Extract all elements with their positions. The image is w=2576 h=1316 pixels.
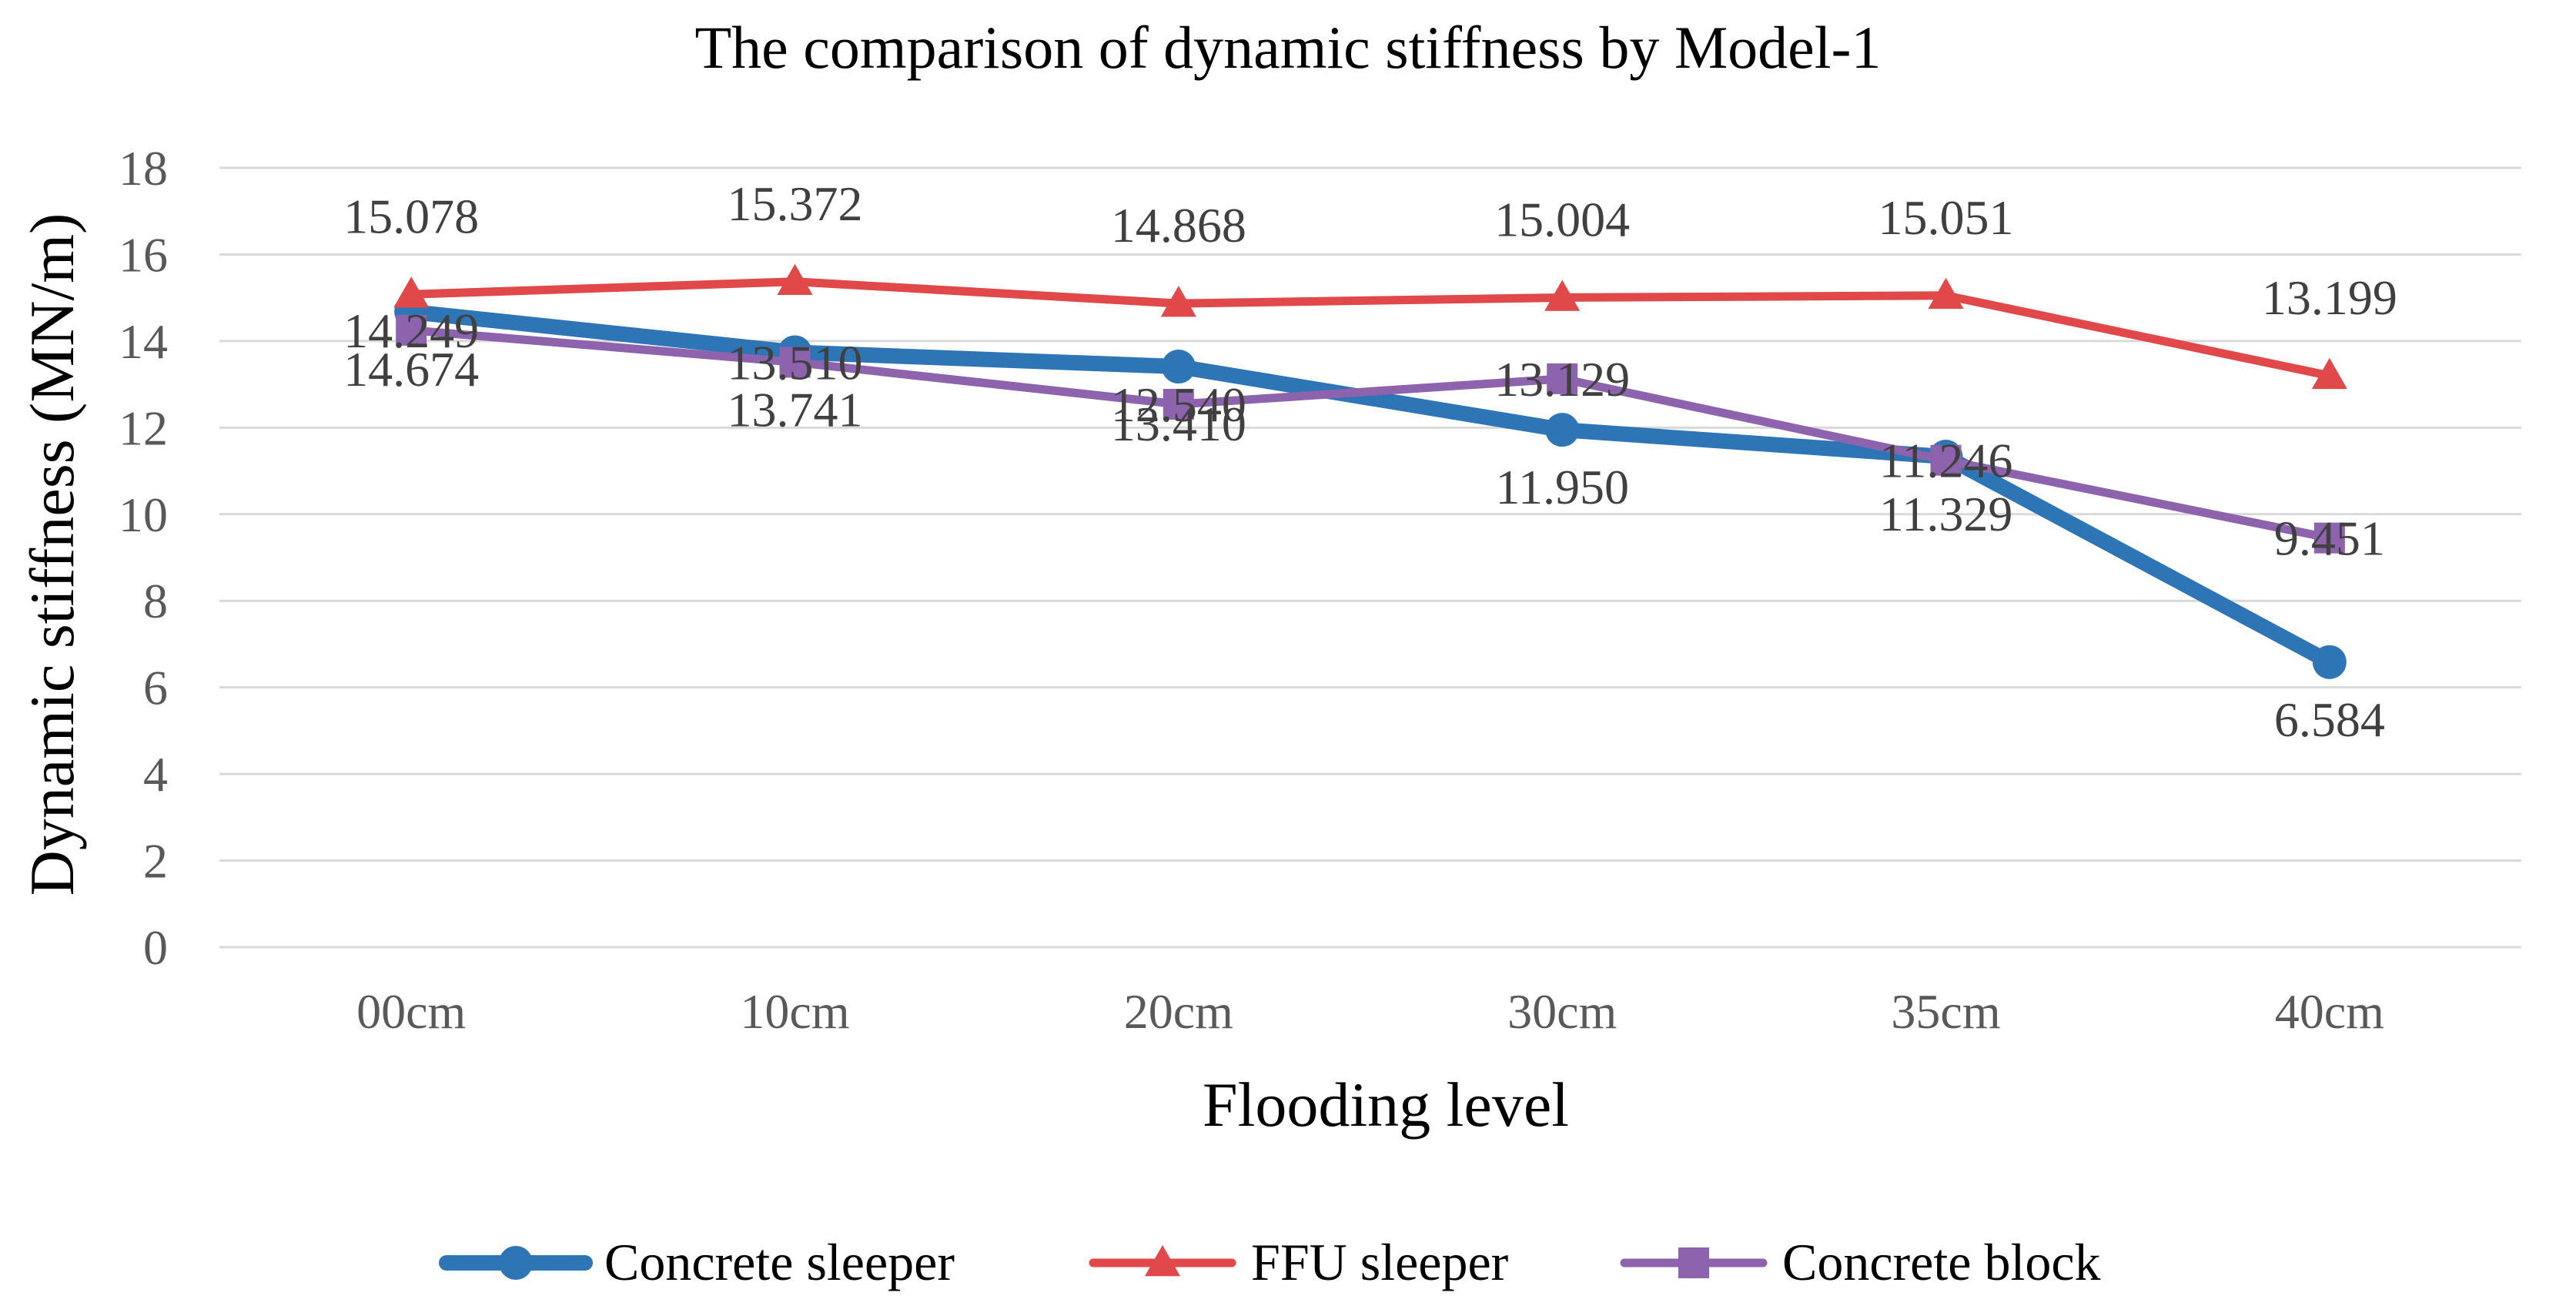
- x-tick-30cm: 30cm: [1507, 984, 1617, 1039]
- point-ffu-sleeper-00cm: [393, 276, 430, 308]
- point-concrete-block-30cm: [1547, 363, 1578, 394]
- y-tick-10: 10: [119, 487, 168, 542]
- y-axis-title: Dynamic stiffness (MN/m): [17, 213, 87, 896]
- y-tick-2: 2: [143, 834, 168, 889]
- y-tick-16: 16: [119, 227, 168, 282]
- data-label-ffu-sleeper-35cm: 15.051: [1878, 190, 2014, 245]
- x-axis-title: Flooding level: [1203, 1070, 1569, 1140]
- legend-item-ffu-sleeper: FFU sleeper: [1089, 1233, 1509, 1291]
- data-label-concrete-sleeper-00cm: 14.674: [343, 342, 479, 397]
- y-tick-8: 8: [143, 574, 168, 628]
- legend-marker-concrete-sleeper: [499, 1246, 533, 1280]
- data-label-concrete-sleeper-40cm: 6.584: [2274, 692, 2385, 747]
- legend-item-concrete-sleeper: Concrete sleeper: [439, 1233, 955, 1291]
- legend-label-ffu-sleeper: FFU sleeper: [1251, 1233, 1509, 1291]
- point-ffu-sleeper-10cm: [777, 263, 813, 296]
- x-tick-40cm: 40cm: [2275, 984, 2384, 1039]
- data-label-ffu-sleeper-40cm: 13.199: [2262, 270, 2397, 325]
- point-ffu-sleeper-30cm: [1544, 280, 1581, 311]
- legend-item-concrete-block: Concrete block: [1620, 1233, 2101, 1291]
- point-concrete-sleeper-30cm: [1545, 413, 1580, 447]
- legend-marker-ffu-sleeper: [1145, 1245, 1180, 1277]
- data-label-ffu-sleeper-00cm: 15.078: [343, 189, 479, 243]
- point-concrete-block-35cm: [1930, 444, 1962, 476]
- data-label-concrete-sleeper-30cm: 11.950: [1495, 460, 1629, 514]
- point-ffu-sleeper-40cm: [2311, 357, 2347, 390]
- data-label-ffu-sleeper-30cm: 15.004: [1494, 192, 1630, 246]
- data-label-concrete-block-00cm: 14.249: [343, 303, 479, 358]
- point-concrete-block-10cm: [779, 347, 811, 378]
- data-labels: 14.674 13.741 13.410 11.950 11.329 6.584 15.07…: [343, 176, 2397, 747]
- point-concrete-sleeper-20cm: [1161, 350, 1196, 384]
- data-label-concrete-sleeper-10cm: 13.741: [728, 382, 863, 437]
- point-concrete-sleeper-40cm: [2312, 645, 2347, 679]
- y-tick-6: 6: [143, 661, 168, 715]
- x-tick-10cm: 10cm: [740, 984, 849, 1039]
- data-label-concrete-block-40cm: 9.451: [2274, 511, 2385, 566]
- gridlines: [219, 166, 2521, 949]
- data-label-concrete-block-30cm: 13.129: [1494, 352, 1630, 407]
- point-concrete-block-00cm: [396, 314, 427, 346]
- legend: Concrete sleeper FFU sleeper Concrete bloc…: [439, 1233, 2101, 1291]
- series-ffu-sleeper: [393, 263, 2347, 390]
- data-label-ffu-sleeper-10cm: 15.372: [728, 176, 863, 231]
- series-line-concrete-sleeper: [403, 303, 2337, 670]
- legend-label-concrete-block: Concrete block: [1782, 1233, 2101, 1291]
- series-concrete-block: [396, 314, 2345, 554]
- data-label-concrete-sleeper-35cm: 11.329: [1879, 487, 2013, 541]
- legend-marker-concrete-block: [1678, 1247, 1709, 1278]
- data-label-ffu-sleeper-20cm: 14.868: [1111, 198, 1246, 253]
- data-label-concrete-block-35cm: 11.246: [1879, 434, 2013, 488]
- series-lines: [393, 263, 2347, 679]
- legend-label-concrete-sleeper: Concrete sleeper: [604, 1233, 955, 1291]
- chart-title: The comparison of dynamic stiffness by M…: [695, 14, 1882, 81]
- data-label-concrete-block-20cm: 12.540: [1111, 377, 1246, 432]
- y-tick-14: 14: [119, 314, 168, 369]
- x-tick-20cm: 20cm: [1124, 984, 1233, 1039]
- point-ffu-sleeper-35cm: [1928, 277, 1964, 310]
- x-tick-labels: 00cm 10cm 20cm 30cm 35cm 40cm: [356, 984, 2384, 1039]
- point-ffu-sleeper-20cm: [1160, 286, 1196, 317]
- y-tick-12: 12: [119, 400, 168, 455]
- data-label-concrete-block-10cm: 13.510: [728, 335, 863, 390]
- y-tick-labels: 0 2 4 6 8 10 12 14 16 18: [119, 141, 168, 975]
- y-tick-18: 18: [119, 141, 168, 196]
- y-tick-0: 0: [143, 920, 168, 975]
- point-concrete-block-20cm: [1163, 388, 1194, 420]
- x-tick-35cm: 35cm: [1891, 984, 2000, 1039]
- data-label-concrete-sleeper-20cm: 13.410: [1111, 397, 1246, 451]
- x-tick-00cm: 00cm: [356, 984, 466, 1039]
- series-line-concrete-block: [406, 326, 2334, 543]
- y-tick-4: 4: [143, 747, 168, 802]
- series-line-ffu-sleeper: [406, 277, 2334, 380]
- point-concrete-block-40cm: [2313, 522, 2345, 554]
